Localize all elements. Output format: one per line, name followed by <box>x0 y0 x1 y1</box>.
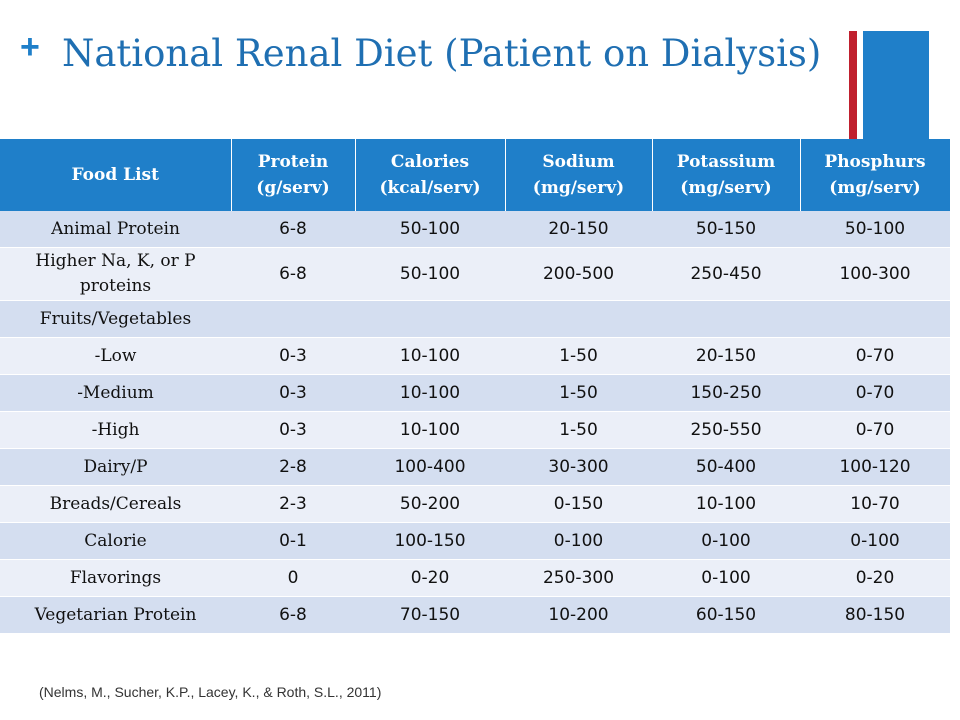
value-cell: 0-1 <box>231 522 355 560</box>
value-cell: 10-100 <box>652 485 800 523</box>
value-cell: 6-8 <box>231 211 355 248</box>
value-cell: 2-3 <box>231 485 355 523</box>
table-row: Breads/Cereals 2-3 50-200 0-150 10-100 10-70 <box>0 485 950 523</box>
table-row: Dairy/P 2-8 100-400 30-300 50-400 100-120 <box>0 448 950 486</box>
food-list-cell: Calorie <box>0 522 231 560</box>
table-row: Fruits/Vegetables <box>0 300 950 338</box>
value-cell: 100-120 <box>800 448 950 486</box>
value-cell: 250-450 <box>652 247 800 301</box>
value-cell: 50-400 <box>652 448 800 486</box>
value-cell: 200-500 <box>505 247 652 301</box>
value-cell: 1-50 <box>505 337 652 375</box>
table-row: Vegetarian Protein 6-8 70-150 10-200 60-150 8… <box>0 596 950 634</box>
value-cell: 50-150 <box>652 211 800 248</box>
value-cell: 0-100 <box>800 522 950 560</box>
value-cell: 50-100 <box>800 211 950 248</box>
value-cell: 100-400 <box>355 448 505 486</box>
table-row: Calorie 0-1 100-150 0-100 0-100 0-100 <box>0 522 950 560</box>
citation: (Nelms, M., Sucher, K.P., Lacey, K., & R… <box>39 684 382 700</box>
value-cell: 0-3 <box>231 337 355 375</box>
value-cell: 1-50 <box>505 374 652 412</box>
header-sodium: Sodium (mg/serv) <box>505 139 653 211</box>
value-cell: 0-3 <box>231 411 355 449</box>
accent-bar-blue <box>863 31 929 139</box>
accent-bar-red <box>849 31 857 139</box>
value-cell: 100-300 <box>800 247 950 301</box>
header-phosphorus: Phosphurs (mg/serv) <box>800 139 951 211</box>
value-cell: 0-100 <box>505 522 652 560</box>
value-cell: 250-550 <box>652 411 800 449</box>
value-cell: 10-100 <box>355 337 505 375</box>
value-cell: 6-8 <box>231 596 355 634</box>
value-cell: 0-70 <box>800 374 950 412</box>
value-cell: 50-100 <box>355 247 505 301</box>
table-row: Flavorings 0 0-20 250-300 0-100 0-20 <box>0 559 950 597</box>
table-row: -High 0-3 10-100 1-50 250-550 0-70 <box>0 411 950 449</box>
value-cell: 10-100 <box>355 374 505 412</box>
food-list-cell: Vegetarian Protein <box>0 596 231 634</box>
value-cell: 0-3 <box>231 374 355 412</box>
renal-diet-table: Food List Protein (g/serv) Calories (kcal/… <box>0 139 951 634</box>
value-cell: 0-100 <box>652 522 800 560</box>
header-food-list: Food List <box>0 139 232 211</box>
header-protein: Protein (g/serv) <box>231 139 356 211</box>
header-potassium: Potassium (mg/serv) <box>652 139 801 211</box>
table-header-row: Food List Protein (g/serv) Calories (kcal/… <box>0 139 951 211</box>
value-cell: 10-70 <box>800 485 950 523</box>
table-row: -Low 0-3 10-100 1-50 20-150 0-70 <box>0 337 950 375</box>
value-cell: 0-20 <box>800 559 950 597</box>
value-cell: 50-100 <box>355 211 505 248</box>
value-cell <box>505 300 652 338</box>
slide-title: National Renal Diet (Patient on Dialysis… <box>62 32 822 75</box>
table-row: -Medium 0-3 10-100 1-50 150-250 0-70 <box>0 374 950 412</box>
value-cell: 50-200 <box>355 485 505 523</box>
food-list-cell: -Low <box>0 337 231 375</box>
value-cell: 1-50 <box>505 411 652 449</box>
food-list-cell: -Medium <box>0 374 231 412</box>
value-cell: 10-100 <box>355 411 505 449</box>
value-cell <box>652 300 800 338</box>
table-row: Higher Na, K, or P proteins 6-8 50-100 200-… <box>0 247 950 301</box>
plus-icon: + <box>20 28 40 66</box>
food-list-cell: Flavorings <box>0 559 231 597</box>
value-cell: 2-8 <box>231 448 355 486</box>
value-cell: 100-150 <box>355 522 505 560</box>
value-cell: 0 <box>231 559 355 597</box>
value-cell: 20-150 <box>505 211 652 248</box>
header-calories: Calories (kcal/serv) <box>355 139 506 211</box>
value-cell: 0-70 <box>800 337 950 375</box>
food-list-cell: Animal Protein <box>0 211 231 248</box>
value-cell: 0-100 <box>652 559 800 597</box>
value-cell <box>355 300 505 338</box>
value-cell <box>231 300 355 338</box>
food-list-cell: -High <box>0 411 231 449</box>
food-list-cell: Dairy/P <box>0 448 231 486</box>
value-cell: 150-250 <box>652 374 800 412</box>
value-cell: 0-150 <box>505 485 652 523</box>
value-cell: 30-300 <box>505 448 652 486</box>
value-cell: 20-150 <box>652 337 800 375</box>
value-cell: 250-300 <box>505 559 652 597</box>
value-cell: 60-150 <box>652 596 800 634</box>
value-cell: 6-8 <box>231 247 355 301</box>
value-cell: 0-70 <box>800 411 950 449</box>
value-cell: 70-150 <box>355 596 505 634</box>
value-cell: 10-200 <box>505 596 652 634</box>
table-row: Animal Protein 6-8 50-100 20-150 50-150 50-10… <box>0 211 950 248</box>
value-cell: 0-20 <box>355 559 505 597</box>
food-list-cell: Breads/Cereals <box>0 485 231 523</box>
value-cell <box>800 300 950 338</box>
food-list-cell: Fruits/Vegetables <box>0 300 231 338</box>
value-cell: 80-150 <box>800 596 950 634</box>
food-list-cell: Higher Na, K, or P proteins <box>0 247 231 301</box>
